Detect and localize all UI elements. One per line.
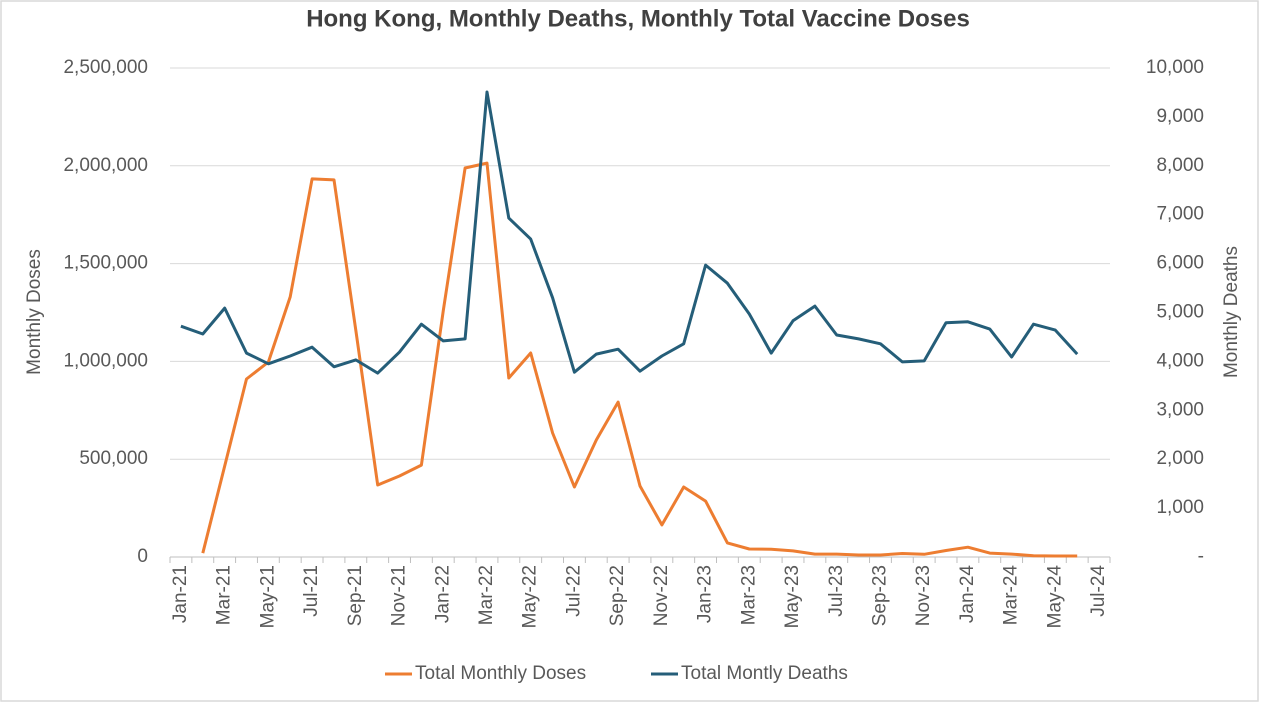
x-tick-label: Sep-22 [607,565,628,626]
chart-title: Hong Kong, Monthly Deaths, Monthly Total… [306,5,970,32]
x-tick-label: Nov-22 [651,565,672,626]
y-axis-title: Monthly Doses [24,249,45,375]
x-tick-label: Jan-21 [170,565,191,623]
x-tick-label: Sep-23 [869,565,890,626]
x-tick-label: Jul-21 [301,565,322,617]
x-tick-label: May-24 [1044,565,1065,629]
y2-tick-label: 9,000 [1156,106,1204,127]
x-tick-label: Jan-22 [432,565,453,623]
x-tick-label: May-22 [520,565,541,628]
x-tick-label: Jul-22 [563,565,584,617]
y-tick-label: 1,000,000 [63,350,148,371]
x-tick-label: Jul-24 [1088,565,1109,617]
y2-tick-label: - [1198,546,1204,567]
y-tick-label: 0 [137,546,148,567]
y-tick-label: 1,500,000 [63,253,148,274]
x-tick-label: Jan-23 [695,565,716,623]
y2-tick-label: 6,000 [1156,253,1204,274]
y2-tick-label: 10,000 [1146,57,1204,78]
y2-axis-title: Monthly Deaths [1221,246,1242,378]
x-tick-label: Mar-23 [738,565,759,625]
data-line [180,90,1079,375]
y-tick-label: 500,000 [79,448,148,469]
y2-tick-label: 3,000 [1156,399,1204,420]
legend-label: Total Montly Deaths [681,663,848,684]
y-tick-label: 2,500,000 [63,57,148,78]
y2-tick-label: 7,000 [1156,204,1204,225]
x-tick-label: Sep-21 [345,565,366,626]
y2-tick-label: 2,000 [1156,448,1204,469]
y2-tick-label: 1,000 [1156,497,1204,518]
x-tick-label: Mar-24 [1001,565,1022,626]
x-tick-label: Mar-22 [476,565,497,625]
y2-tick-label: 5,000 [1156,302,1204,323]
legend-label: Total Monthly Doses [415,663,586,684]
x-tick-label: Mar-21 [214,565,235,625]
x-tick-label: Nov-23 [913,565,934,626]
x-tick-label: Nov-21 [389,565,410,626]
data-line [201,161,1078,558]
x-tick-label: May-23 [782,565,803,628]
y-tick-label: 2,000,000 [63,155,148,176]
y2-tick-label: 8,000 [1156,155,1204,176]
x-tick-label: Jan-24 [957,565,978,624]
x-tick-label: May-21 [257,565,278,628]
x-tick-label: Jul-23 [826,565,847,617]
y2-tick-label: 4,000 [1156,350,1204,371]
chart-frame [0,0,1259,702]
